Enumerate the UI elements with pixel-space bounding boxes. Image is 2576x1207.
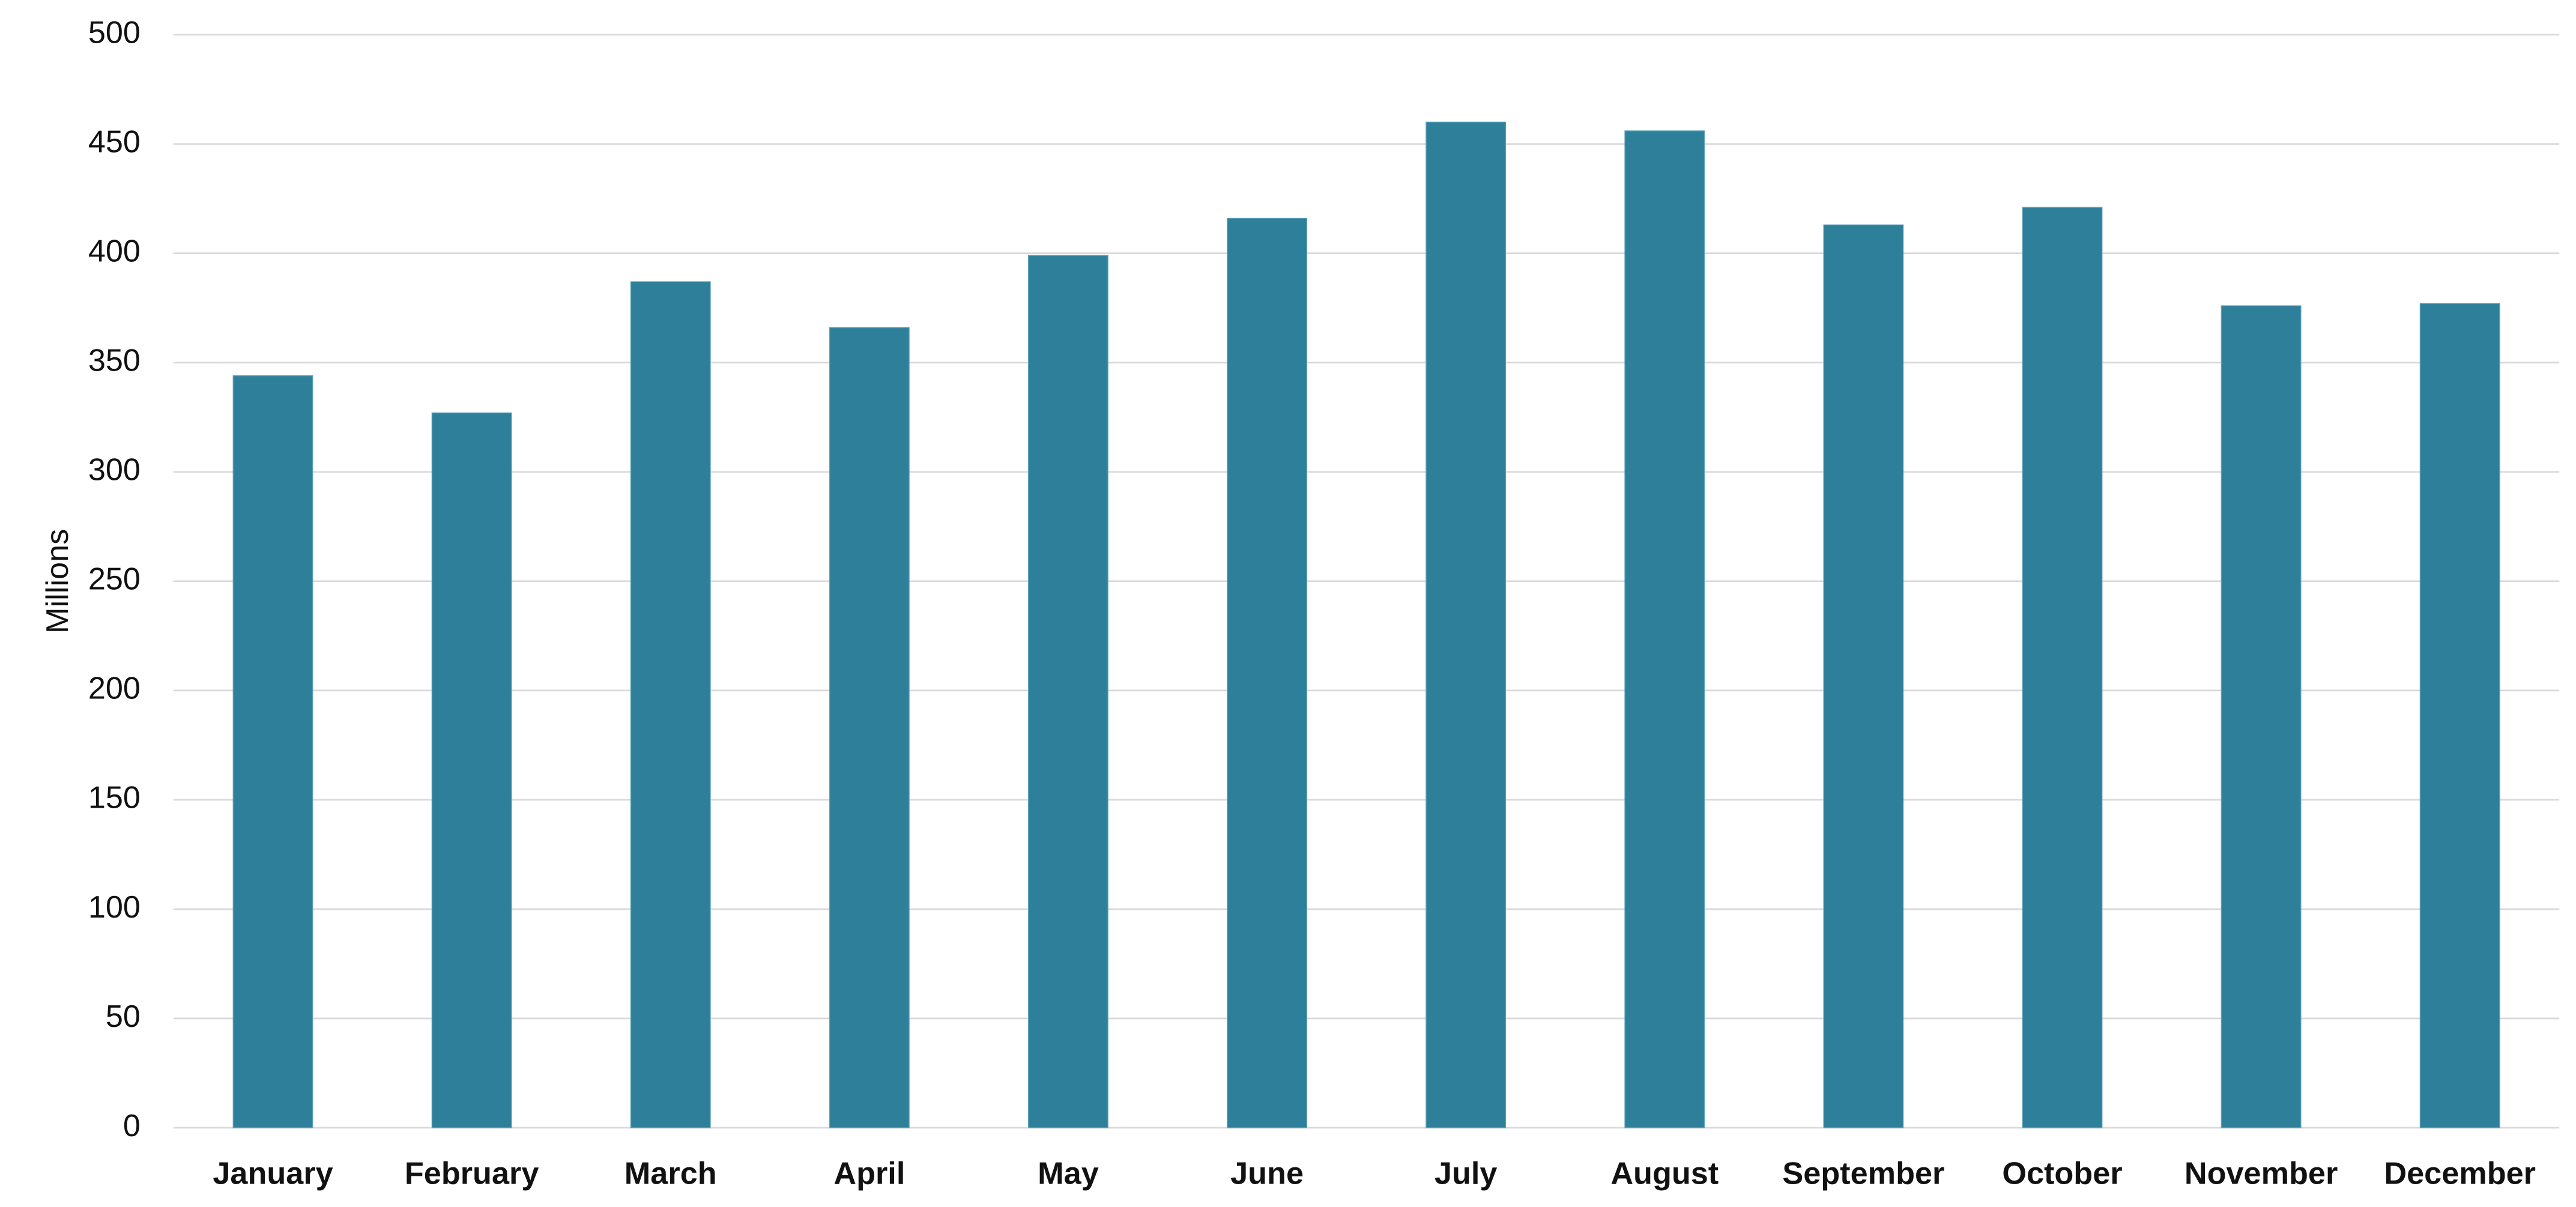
y-tick-label: 400 [88, 234, 141, 269]
x-tick-label: April [833, 1157, 905, 1191]
bar [829, 327, 910, 1128]
x-tick-label: March [624, 1157, 717, 1191]
bar [1028, 255, 1108, 1128]
y-tick-label: 0 [123, 1109, 141, 1143]
bar [1823, 224, 1904, 1128]
y-tick-label: 150 [88, 781, 141, 815]
y-tick-label: 250 [88, 562, 141, 597]
bar [2221, 305, 2302, 1128]
bar [232, 375, 313, 1128]
y-axis-label: Millions [40, 529, 75, 634]
bar [431, 412, 512, 1128]
x-tick-label: September [1782, 1157, 1944, 1191]
x-tick-label: October [2002, 1157, 2122, 1191]
x-tick-label: November [2184, 1157, 2338, 1191]
x-tick-label: January [213, 1157, 333, 1191]
x-tick-label: July [1435, 1157, 1498, 1191]
y-tick-label: 500 [88, 16, 141, 50]
x-tick-label: December [2384, 1157, 2536, 1191]
bar [1624, 130, 1705, 1128]
bar [1227, 217, 1307, 1128]
y-tick-label: 350 [88, 343, 141, 378]
y-tick-label: 200 [88, 671, 141, 706]
y-tick-label: 450 [88, 125, 141, 160]
bar [1426, 121, 1507, 1128]
x-tick-label: February [405, 1157, 539, 1191]
bar [2419, 303, 2500, 1128]
y-tick-label: 300 [88, 453, 141, 488]
y-tick-label: 100 [88, 890, 141, 925]
y-tick-label: 50 [106, 999, 141, 1034]
x-tick-label: May [1038, 1157, 1099, 1191]
bar [2022, 207, 2103, 1128]
x-tick-label: June [1230, 1157, 1304, 1191]
x-tick-label: August [1610, 1157, 1719, 1191]
bar [630, 281, 711, 1128]
